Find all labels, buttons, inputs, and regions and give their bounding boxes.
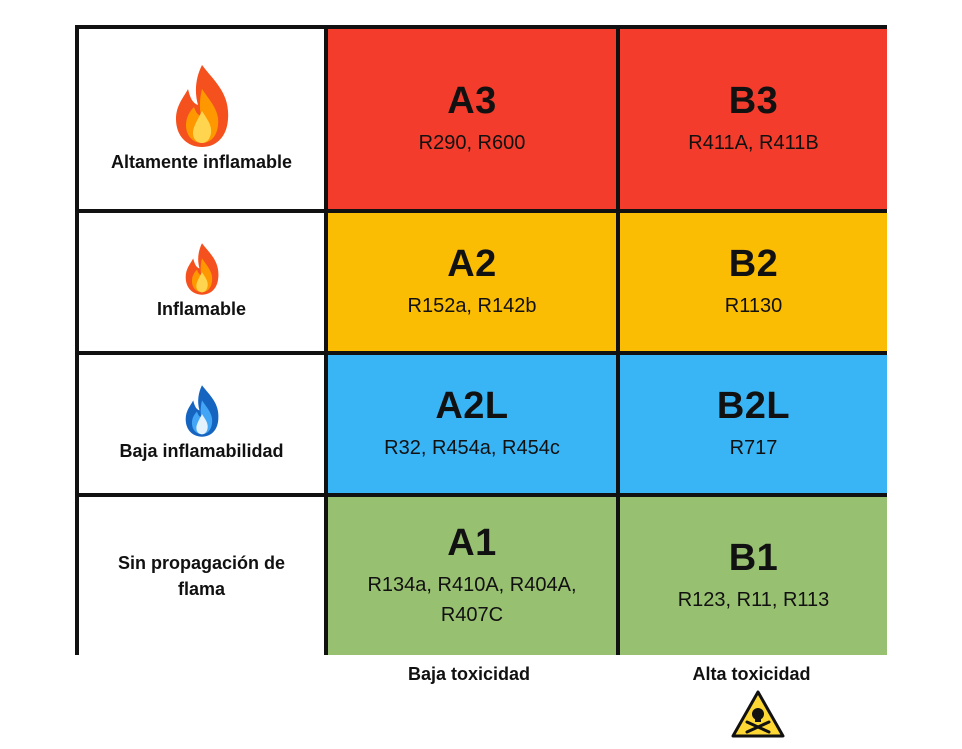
refrigerant-examples: R290, R600 [418, 132, 526, 154]
fire-icon [183, 242, 221, 296]
fire-icon [172, 63, 232, 149]
class-code: B1 [728, 537, 779, 579]
refrigerant-examples: R1130 [724, 295, 783, 317]
class-a2l-cell: A2L R32, R454a, R454c [328, 355, 616, 493]
row-label-sin-propagacion: Sin propagación de flama [79, 497, 324, 655]
class-code: A3 [447, 80, 497, 122]
row-label-text: Baja inflamabilidad [119, 441, 284, 461]
refrigerant-examples: R123, R11, R113 [677, 589, 830, 611]
class-b2l-cell: B2L R717 [620, 355, 887, 493]
class-code: A2 [447, 243, 497, 285]
column-label-baja-toxicidad: Baja toxicidad [407, 664, 531, 684]
class-code: B2 [728, 243, 779, 285]
refrigerant-examples: R134a, R410A, R404A, R407C [367, 574, 577, 626]
class-code: B2L [716, 385, 791, 427]
class-code: A2L [435, 385, 509, 427]
refrigerant-examples: R717 [729, 437, 778, 459]
column-label-alta-toxicidad: Alta toxicidad [692, 664, 811, 684]
class-a1-cell: A1 R134a, R410A, R404A, R407C [328, 497, 616, 655]
blue-fire-icon [183, 384, 221, 438]
class-b1-cell: B1 R123, R11, R113 [620, 497, 887, 655]
class-b3-cell: B3 R411A, R411B [620, 29, 887, 209]
refrigerant-examples: R152a, R142b [407, 295, 537, 317]
row-label-baja-inflamabilidad: Baja inflamabilidad [79, 355, 324, 493]
class-code: A1 [447, 522, 497, 564]
row-label-text: Inflamable [156, 299, 247, 319]
class-a3-cell: A3 R290, R600 [328, 29, 616, 209]
row-label-inflamable: Inflamable [79, 213, 324, 351]
refrigerant-examples: R32, R454a, R454c [384, 437, 560, 459]
row-label-altamente-inflamable: Altamente inflamable [79, 29, 324, 209]
class-code: B3 [728, 80, 779, 122]
row-label-text: Altamente inflamable [110, 152, 293, 172]
refrigerant-safety-grid: Altamente inflamable A3 R290, R600 B3 R4… [75, 25, 887, 655]
class-a2-cell: A2 R152a, R142b [328, 213, 616, 351]
refrigerant-examples: R411A, R411B [688, 132, 819, 154]
toxic-warning-icon [731, 690, 785, 743]
class-b2-cell: B2 R1130 [620, 213, 887, 351]
row-label-text: Sin propagación de flama [117, 553, 286, 599]
